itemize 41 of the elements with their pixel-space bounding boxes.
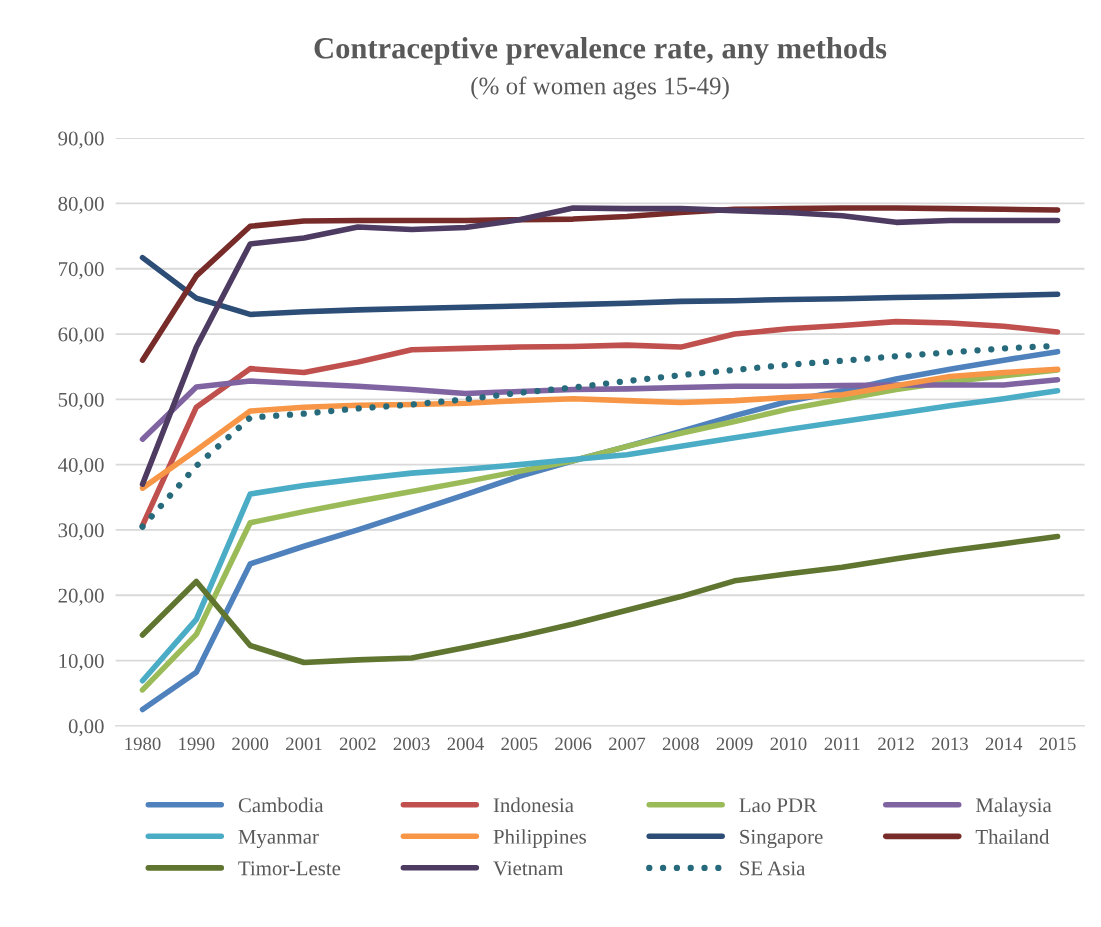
- x-tick-label: 2001: [286, 737, 322, 751]
- legend-label: Vietnam: [493, 861, 564, 876]
- x-tick-label: 2010: [770, 737, 807, 751]
- legend-label: Indonesia: [493, 797, 574, 813]
- x-tick-label: 2005: [501, 737, 538, 751]
- x-tick-label: 2000: [232, 737, 269, 751]
- y-tick-label: 60,00: [58, 327, 104, 345]
- x-tick-label: 1980: [125, 737, 161, 751]
- y-tick-label: 50,00: [58, 392, 104, 410]
- y-tick-label: 10,00: [59, 653, 104, 671]
- x-tick-label: 2014: [985, 737, 1023, 751]
- legend-label: Philippines: [493, 829, 586, 849]
- x-tick-label: 2003: [393, 737, 430, 751]
- x-tick-label: 2011: [824, 737, 860, 751]
- legend-label: Cambodia: [238, 797, 324, 813]
- x-tick-label: 2002: [339, 737, 376, 751]
- legend-label: Malaysia: [975, 797, 1052, 817]
- x-tick-label: 2004: [447, 737, 484, 751]
- legend-label: Lao PDR: [739, 798, 817, 813]
- legend-label: Timor-Leste: [238, 861, 341, 876]
- y-tick-label: 30,00: [58, 523, 104, 541]
- y-tick-label: 90,00: [58, 131, 104, 149]
- x-tick-label: 2006: [555, 737, 592, 751]
- legend-label: Singapore: [740, 829, 823, 849]
- legend-label: Myanmar: [238, 829, 319, 849]
- x-tick-label: 2012: [878, 737, 914, 751]
- y-tick-label: 70,00: [58, 262, 104, 280]
- x-tick-label: 2008: [662, 737, 699, 751]
- x-tick-label: 2007: [609, 737, 646, 751]
- x-tick-label: 2013: [931, 737, 968, 751]
- y-tick-label: 0,00: [68, 719, 104, 737]
- legend-label: Thailand: [975, 829, 1050, 844]
- y-tick-label: 80,00: [58, 196, 104, 214]
- legend-label: SE Asia: [740, 861, 806, 876]
- x-tick-label: 2015: [1039, 737, 1076, 751]
- y-tick-label: 20,00: [58, 588, 104, 606]
- x-tick-label: 2009: [716, 737, 753, 751]
- x-tick-label: 1990: [179, 737, 215, 751]
- chart-subtitle: (% of women ages 15-49): [471, 76, 729, 100]
- y-tick-label: 40,00: [58, 458, 104, 476]
- chart-title: Contraceptive prevalence rate, any methods: [314, 37, 887, 65]
